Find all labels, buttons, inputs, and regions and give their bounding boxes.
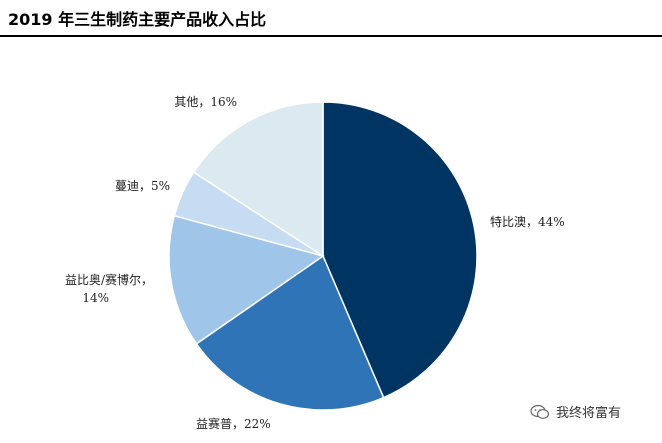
watermark: 我终将富有	[530, 402, 621, 421]
pie-slice-label-3: 益比奥/赛博尔， 14%	[65, 272, 153, 305]
pie-slice-label-5: 其他，16%	[174, 95, 237, 109]
pie-slice-label-2: 益赛普，22%	[196, 416, 271, 431]
pie-slice-1	[322, 101, 478, 399]
pie-slice-label-4: 蔓迪，5%	[115, 179, 170, 193]
watermark-text: 我终将富有	[556, 406, 622, 421]
pie-slice-2	[195, 254, 385, 411]
pie-slice-3	[168, 214, 325, 345]
chart-title: 2019 年三生制药主要产品收入占比	[8, 10, 267, 29]
title-divider	[0, 35, 662, 37]
pie-slice-5	[192, 101, 324, 258]
pie-slice-label-1: 特比澳，44%	[490, 214, 565, 229]
wechat-icon	[530, 404, 550, 419]
